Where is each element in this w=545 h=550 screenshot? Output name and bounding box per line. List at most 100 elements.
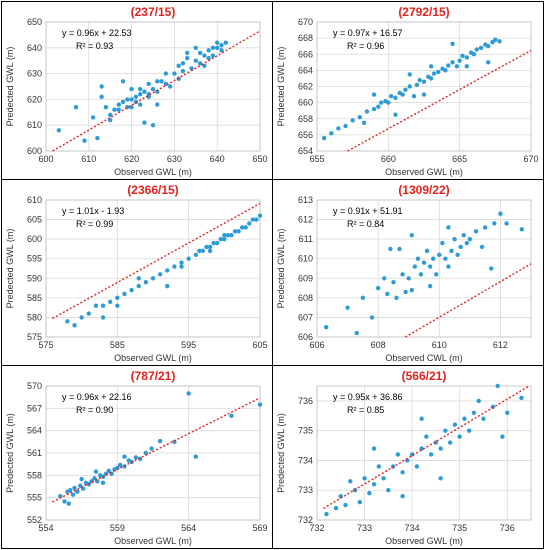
data-point [362, 476, 367, 481]
chart-title: (1309/22) [398, 183, 449, 197]
data-point [197, 248, 202, 254]
data-point [428, 452, 434, 457]
panel-2366-15: (2366/15) 575 580 585 590 595 600 605 610 575 585 5… [1, 179, 273, 366]
data-point [388, 246, 393, 252]
data-point [393, 95, 398, 100]
x-tick-label: 585 [110, 340, 125, 350]
y-tick-label: 555 [27, 493, 42, 503]
y-tick-label: 610 [27, 120, 42, 130]
data-point [232, 229, 238, 234]
data-point [449, 248, 454, 254]
data-point [437, 252, 442, 257]
data-point [108, 112, 113, 118]
x-axis-label: Observed CWL (m) [385, 353, 462, 363]
data-point [400, 272, 405, 277]
data-point [99, 94, 104, 100]
data-point [452, 236, 457, 242]
y-tick-label: 610 [27, 195, 42, 205]
y-tick-label: 734 [298, 455, 313, 465]
data-point [446, 225, 451, 230]
y-tick-label: 585 [27, 293, 42, 303]
panel-1309-22: (1309/22) 606 607 608 609 610 611 612 613 606 608 6… [272, 179, 544, 366]
data-point [219, 48, 224, 53]
data-point [462, 416, 467, 421]
x-tick-label: 610 [81, 154, 96, 164]
data-point [225, 233, 231, 238]
y-tick-label: 564 [27, 426, 42, 436]
plot-area [45, 199, 261, 338]
data-point [471, 52, 477, 57]
data-point [464, 64, 469, 69]
data-point [492, 221, 497, 226]
data-point [79, 315, 84, 320]
data-point [446, 63, 451, 68]
y-tick-label: 670 [298, 17, 313, 27]
y-tick-label: 600 [27, 146, 42, 156]
data-point [417, 77, 422, 83]
data-point [394, 295, 399, 301]
data-point [381, 476, 386, 481]
data-point [172, 71, 177, 76]
data-point [206, 55, 211, 61]
y-tick-label: 662 [298, 82, 313, 92]
data-point [137, 102, 143, 107]
data-point [189, 66, 194, 71]
data-point [450, 41, 455, 46]
data-point [388, 93, 394, 99]
data-point [239, 225, 245, 230]
data-point [86, 311, 92, 316]
y-tick-label: 664 [298, 65, 313, 75]
x-tick-label: 575 [38, 340, 53, 350]
scatter-plot-2792-15: (2792/15) 654 656 658 660 662 664 666 668 670 655 6… [276, 5, 539, 177]
data-point [92, 476, 97, 481]
data-point [136, 276, 141, 281]
y-tick-label: 606 [298, 332, 313, 342]
y-tick-label: 590 [27, 273, 42, 283]
data-point [412, 264, 418, 269]
data-point [409, 287, 414, 293]
data-point [418, 272, 424, 277]
data-point [452, 422, 458, 427]
data-point [137, 92, 143, 97]
data-point [419, 446, 424, 451]
y-tick-label: 607 [298, 312, 313, 322]
y-tick-label: 654 [298, 146, 313, 156]
data-point [431, 71, 437, 76]
data-point [204, 244, 209, 250]
data-point [167, 84, 173, 89]
data-point [70, 492, 76, 497]
data-point [115, 303, 120, 308]
x-axis-label: Observed GWL (m) [114, 536, 192, 546]
y-axis-label: Predected GWL (m) [5, 229, 15, 309]
data-point [446, 264, 451, 269]
plot-area [316, 21, 532, 152]
data-point [106, 468, 111, 474]
data-point [415, 256, 421, 261]
plot-area [45, 21, 261, 152]
data-point [229, 233, 234, 238]
data-point [82, 138, 87, 143]
data-point [464, 240, 469, 246]
data-point [357, 499, 362, 505]
data-point [461, 233, 466, 238]
data-point [457, 58, 462, 63]
data-point [386, 100, 391, 105]
x-axis-label: Observed GWL (m) [385, 536, 463, 546]
data-point [324, 511, 329, 517]
y-axis-label: Predected GWL (m) [5, 47, 15, 127]
data-point [142, 89, 147, 94]
data-point [343, 123, 348, 129]
r-squared: R² = 0.96 [347, 41, 384, 51]
data-point [505, 410, 510, 415]
data-point [486, 43, 491, 49]
data-point [100, 480, 106, 485]
y-tick-label: 567 [27, 403, 42, 413]
data-point [443, 428, 448, 433]
plot-area [45, 385, 261, 521]
data-point [117, 462, 123, 468]
data-point [400, 470, 405, 475]
data-point [243, 225, 248, 230]
scatter-plot-2366-15: (2366/15) 575 580 585 590 595 600 605 610 575 585 5… [5, 183, 268, 363]
data-point [476, 398, 481, 404]
